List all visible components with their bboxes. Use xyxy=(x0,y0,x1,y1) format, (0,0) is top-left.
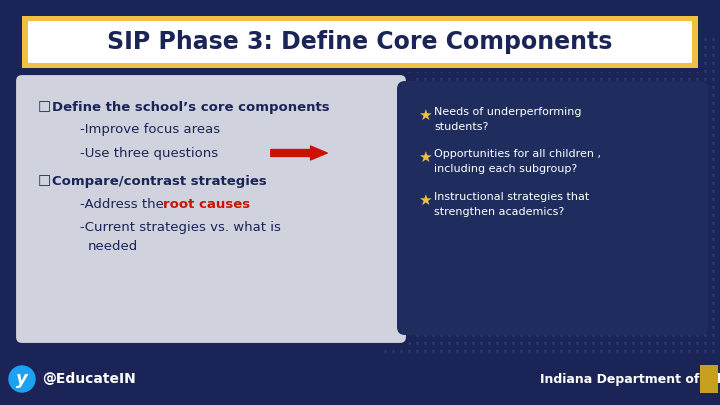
Text: ★: ★ xyxy=(418,192,431,207)
FancyBboxPatch shape xyxy=(18,12,702,72)
FancyArrowPatch shape xyxy=(271,146,327,160)
Text: ★: ★ xyxy=(418,107,431,122)
FancyBboxPatch shape xyxy=(14,73,408,345)
FancyBboxPatch shape xyxy=(397,81,708,335)
Text: root causes: root causes xyxy=(163,198,250,211)
Text: strengthen academics?: strengthen academics? xyxy=(434,207,564,217)
FancyBboxPatch shape xyxy=(28,21,692,63)
Text: Define the school’s core components: Define the school’s core components xyxy=(52,100,330,113)
Text: ☐: ☐ xyxy=(38,173,51,188)
Text: @EducateIN: @EducateIN xyxy=(42,372,136,386)
Text: -Address the: -Address the xyxy=(80,198,168,211)
Text: -Current strategies vs. what is: -Current strategies vs. what is xyxy=(80,220,281,234)
Text: needed: needed xyxy=(88,241,138,254)
Text: students?: students? xyxy=(434,122,488,132)
Text: Needs of underperforming: Needs of underperforming xyxy=(434,107,582,117)
Text: including each subgroup?: including each subgroup? xyxy=(434,164,577,174)
Text: Indiana Department of Education: Indiana Department of Education xyxy=(540,373,720,386)
Text: ★: ★ xyxy=(418,149,431,164)
Circle shape xyxy=(9,366,35,392)
Text: Instructional strategies that: Instructional strategies that xyxy=(434,192,589,202)
Text: SIP Phase 3: Define Core Components: SIP Phase 3: Define Core Components xyxy=(107,30,613,54)
Text: y: y xyxy=(16,370,28,388)
Bar xyxy=(0,353,720,405)
Text: ☐: ☐ xyxy=(38,100,51,115)
Text: Compare/contrast strategies: Compare/contrast strategies xyxy=(52,175,266,188)
Text: -Improve focus areas: -Improve focus areas xyxy=(80,124,220,136)
Bar xyxy=(700,365,718,393)
FancyBboxPatch shape xyxy=(22,16,698,68)
Text: Opportunities for all children ,: Opportunities for all children , xyxy=(434,149,601,159)
Text: -Use three questions: -Use three questions xyxy=(80,147,218,160)
